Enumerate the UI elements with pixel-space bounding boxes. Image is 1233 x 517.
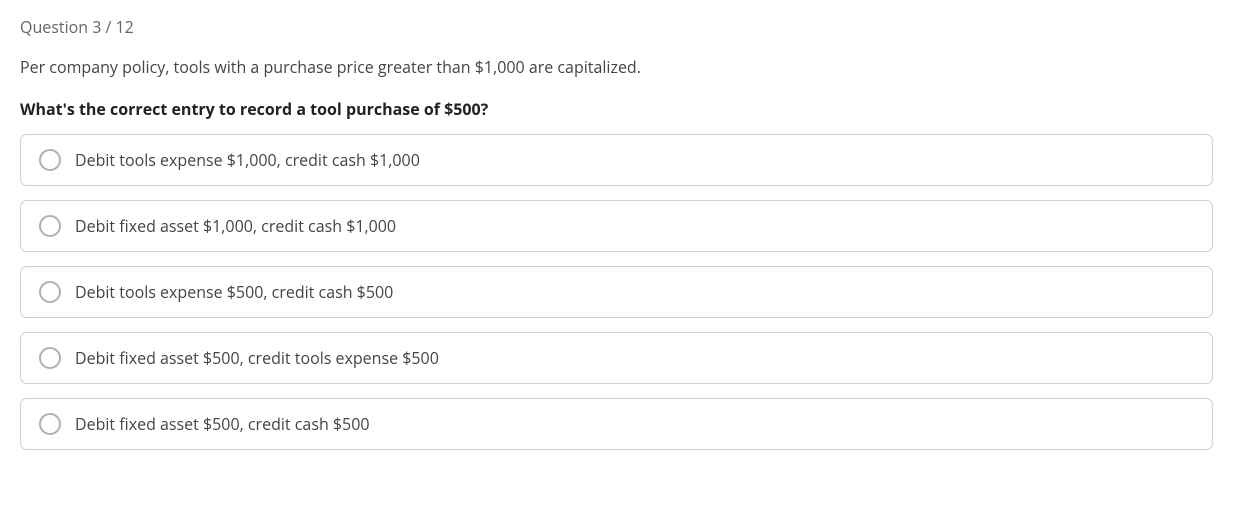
option-label: Debit tools expense $500, credit cash $5…	[75, 281, 393, 303]
option-label: Debit tools expense $1,000, credit cash …	[75, 149, 420, 171]
question-context: Per company policy, tools with a purchas…	[20, 56, 1213, 78]
radio-icon	[39, 413, 61, 435]
radio-icon	[39, 215, 61, 237]
question-counter: Question 3 / 12	[20, 16, 1213, 38]
option-row-3[interactable]: Debit fixed asset $500, credit tools exp…	[20, 332, 1213, 384]
radio-icon	[39, 281, 61, 303]
option-row-1[interactable]: Debit fixed asset $1,000, credit cash $1…	[20, 200, 1213, 252]
option-row-2[interactable]: Debit tools expense $500, credit cash $5…	[20, 266, 1213, 318]
question-prompt: What's the correct entry to record a too…	[20, 98, 1213, 120]
options-container: Debit tools expense $1,000, credit cash …	[20, 134, 1213, 450]
option-row-4[interactable]: Debit fixed asset $500, credit cash $500	[20, 398, 1213, 450]
radio-icon	[39, 347, 61, 369]
option-row-0[interactable]: Debit tools expense $1,000, credit cash …	[20, 134, 1213, 186]
option-label: Debit fixed asset $500, credit tools exp…	[75, 347, 439, 369]
option-label: Debit fixed asset $500, credit cash $500	[75, 413, 370, 435]
radio-icon	[39, 149, 61, 171]
option-label: Debit fixed asset $1,000, credit cash $1…	[75, 215, 396, 237]
